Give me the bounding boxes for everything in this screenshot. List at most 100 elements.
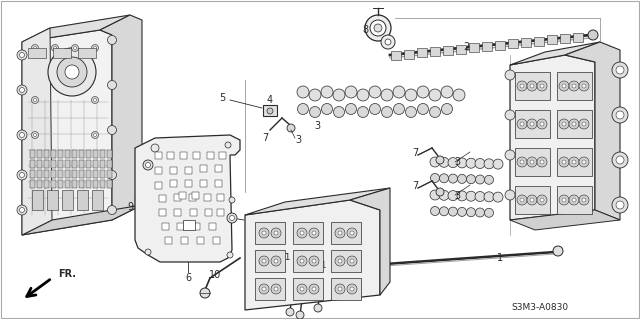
Circle shape — [458, 207, 467, 216]
Bar — [430, 47, 440, 56]
Circle shape — [93, 47, 97, 49]
Bar — [44, 150, 49, 158]
Circle shape — [572, 198, 576, 202]
Bar — [37, 170, 42, 178]
Circle shape — [572, 160, 576, 164]
Circle shape — [616, 156, 624, 164]
Circle shape — [19, 207, 24, 212]
Bar — [44, 170, 49, 178]
Circle shape — [72, 44, 79, 51]
Circle shape — [93, 133, 97, 137]
Circle shape — [381, 107, 392, 117]
Text: 8: 8 — [362, 25, 368, 35]
Circle shape — [517, 81, 527, 91]
Polygon shape — [565, 42, 620, 220]
Circle shape — [17, 85, 27, 95]
Bar — [62, 190, 73, 210]
Circle shape — [458, 174, 467, 183]
Circle shape — [579, 81, 589, 91]
Circle shape — [309, 228, 319, 238]
Bar — [28, 48, 46, 58]
Circle shape — [559, 195, 569, 205]
Bar — [189, 209, 196, 216]
Circle shape — [537, 119, 547, 129]
Bar — [547, 35, 557, 44]
Circle shape — [562, 84, 566, 88]
Bar — [30, 150, 35, 158]
Circle shape — [262, 259, 266, 263]
Bar — [100, 180, 105, 188]
Bar — [214, 165, 221, 172]
Bar — [164, 236, 172, 243]
Circle shape — [297, 256, 307, 266]
Bar — [515, 148, 550, 176]
Circle shape — [31, 131, 38, 138]
Bar — [177, 222, 184, 229]
Bar — [65, 160, 70, 168]
Circle shape — [453, 89, 465, 101]
Bar — [200, 165, 207, 172]
Bar — [293, 222, 323, 244]
Circle shape — [527, 81, 537, 91]
Bar — [205, 209, 211, 216]
Text: 3: 3 — [295, 135, 301, 145]
Bar — [331, 278, 361, 300]
Bar — [37, 150, 42, 158]
Circle shape — [429, 89, 441, 101]
Circle shape — [259, 228, 269, 238]
Bar — [255, 250, 285, 272]
Circle shape — [457, 158, 467, 168]
Bar — [37, 160, 42, 168]
Bar — [72, 180, 77, 188]
Circle shape — [431, 206, 440, 216]
Circle shape — [616, 201, 624, 209]
Bar — [107, 160, 112, 168]
Polygon shape — [245, 200, 380, 310]
Circle shape — [540, 198, 544, 202]
Circle shape — [467, 175, 476, 184]
Circle shape — [298, 103, 308, 115]
Circle shape — [312, 231, 316, 235]
Circle shape — [520, 84, 524, 88]
Circle shape — [442, 103, 452, 115]
Bar — [65, 170, 70, 178]
Bar — [37, 180, 42, 188]
Circle shape — [19, 53, 24, 57]
Circle shape — [309, 89, 321, 101]
Bar — [557, 148, 592, 176]
Circle shape — [466, 158, 476, 168]
Bar — [216, 194, 223, 201]
Circle shape — [505, 150, 515, 160]
Bar — [557, 186, 592, 214]
Circle shape — [108, 170, 116, 180]
Circle shape — [385, 39, 391, 45]
Circle shape — [333, 89, 345, 101]
Circle shape — [381, 89, 393, 101]
Text: 4: 4 — [267, 95, 273, 105]
Bar — [204, 194, 211, 201]
Bar — [58, 150, 63, 158]
Circle shape — [484, 175, 493, 184]
Circle shape — [612, 107, 628, 123]
Circle shape — [572, 122, 576, 126]
Bar — [209, 222, 216, 229]
Circle shape — [559, 157, 569, 167]
Circle shape — [436, 188, 444, 196]
Bar — [30, 180, 35, 188]
Circle shape — [484, 208, 493, 217]
Circle shape — [559, 119, 569, 129]
Bar — [255, 222, 285, 244]
Circle shape — [612, 62, 628, 78]
Bar — [170, 167, 177, 174]
Circle shape — [335, 284, 345, 294]
Circle shape — [493, 192, 503, 202]
Circle shape — [572, 84, 576, 88]
Bar — [93, 150, 98, 158]
Bar — [263, 105, 277, 116]
Circle shape — [582, 160, 586, 164]
Circle shape — [19, 87, 24, 93]
Bar — [193, 222, 200, 229]
Circle shape — [287, 124, 295, 132]
Bar — [107, 180, 112, 188]
Bar — [72, 170, 77, 178]
